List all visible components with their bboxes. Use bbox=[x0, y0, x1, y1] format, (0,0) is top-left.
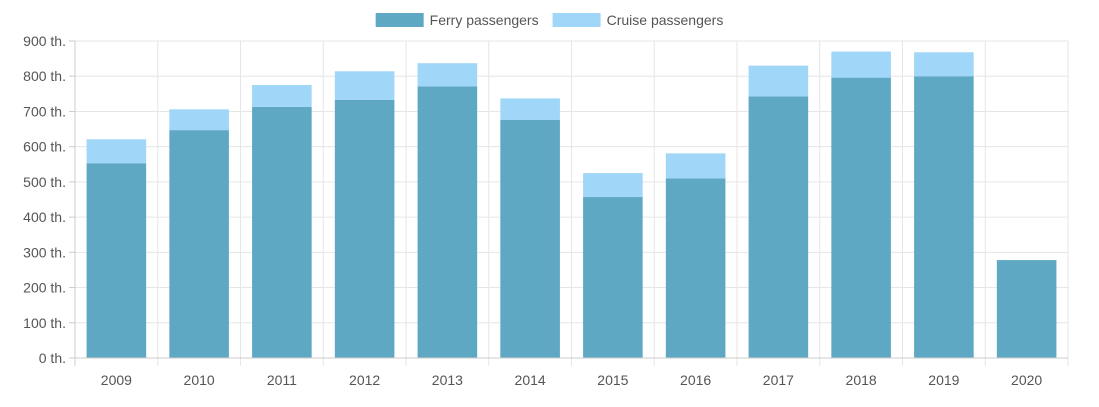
bar-ferry-2012[interactable] bbox=[334, 99, 395, 359]
x-tick-label: 2020 bbox=[1011, 372, 1042, 388]
x-tick-label: 2018 bbox=[846, 372, 877, 388]
bar-ferry-2016[interactable] bbox=[665, 178, 726, 358]
y-tick-label: 100 th. bbox=[23, 315, 66, 331]
legend-swatch bbox=[552, 13, 601, 27]
y-tick-label: 800 th. bbox=[23, 68, 66, 84]
bar-cruise-2015[interactable] bbox=[583, 173, 643, 198]
x-tick-label: 2010 bbox=[184, 372, 215, 388]
bar-ferry-2009[interactable] bbox=[86, 163, 147, 358]
y-tick-label: 900 th. bbox=[23, 33, 66, 49]
x-tick-label: 2011 bbox=[267, 372, 297, 388]
y-axis-tick-labels: 0 th. 100 th. 200 th. 300 th. 400 th. 500 th.… bbox=[23, 33, 66, 366]
y-tick-label: 400 th. bbox=[23, 209, 66, 225]
bar-cruise-2017[interactable] bbox=[748, 65, 809, 97]
bar-ferry-2018[interactable] bbox=[831, 77, 891, 359]
bar-ferry-2011[interactable] bbox=[252, 106, 312, 358]
legend-item-cruise[interactable]: Cruise passengers bbox=[552, 12, 724, 28]
y-tick-label: 700 th. bbox=[23, 103, 66, 119]
chart-grid bbox=[69, 40, 1069, 366]
x-tick-label: 2016 bbox=[680, 372, 711, 388]
y-tick-label: 0 th. bbox=[39, 350, 66, 366]
chart-legend[interactable]: Ferry passengers Cruise passengers bbox=[375, 12, 724, 28]
legend-swatch bbox=[375, 13, 424, 27]
bar-cruise-2013[interactable] bbox=[417, 63, 478, 87]
bar-cruise-2010[interactable] bbox=[169, 109, 229, 131]
bar-cruise-2014[interactable] bbox=[500, 98, 560, 120]
bar-ferry-2013[interactable] bbox=[417, 86, 478, 358]
bar-ferry-2014[interactable] bbox=[500, 119, 560, 358]
bar-ferry-2020[interactable] bbox=[996, 260, 1057, 358]
chart-axes bbox=[74, 41, 1068, 359]
y-tick-label: 200 th. bbox=[23, 280, 66, 296]
y-tick-label: 500 th. bbox=[23, 174, 66, 190]
bar-cruise-2019[interactable] bbox=[914, 52, 974, 77]
y-tick-label: 300 th. bbox=[23, 244, 66, 260]
bar-ferry-2017[interactable] bbox=[748, 96, 809, 358]
bar-ferry-2015[interactable] bbox=[583, 197, 643, 358]
x-tick-label: 2017 bbox=[763, 372, 794, 388]
y-tick-label: 600 th. bbox=[23, 139, 66, 155]
x-tick-label: 2019 bbox=[928, 372, 959, 388]
legend-label: Ferry passengers bbox=[430, 12, 539, 28]
bar-cruise-2016[interactable] bbox=[665, 153, 726, 179]
legend-label: Cruise passengers bbox=[607, 12, 724, 28]
x-tick-label: 2014 bbox=[515, 372, 546, 388]
bar-cruise-2018[interactable] bbox=[831, 51, 891, 78]
bar-cruise-2011[interactable] bbox=[252, 85, 312, 107]
x-tick-label: 2013 bbox=[432, 372, 463, 388]
x-axis-tick-labels: 2009 2010 2011 2012 2013 2014 2015 2016 2017 2018… bbox=[101, 372, 1043, 388]
x-tick-label: 2012 bbox=[349, 372, 380, 388]
bar-cruise-2009[interactable] bbox=[86, 139, 147, 164]
legend-item-ferry[interactable]: Ferry passengers bbox=[375, 12, 539, 28]
bar-ferry-2010[interactable] bbox=[169, 130, 229, 358]
x-tick-label: 2009 bbox=[101, 372, 132, 388]
x-tick-label: 2015 bbox=[597, 372, 628, 388]
bar-ferry-2019[interactable] bbox=[914, 76, 974, 358]
bar-cruise-2012[interactable] bbox=[334, 71, 395, 100]
chart-bars bbox=[86, 51, 1057, 359]
